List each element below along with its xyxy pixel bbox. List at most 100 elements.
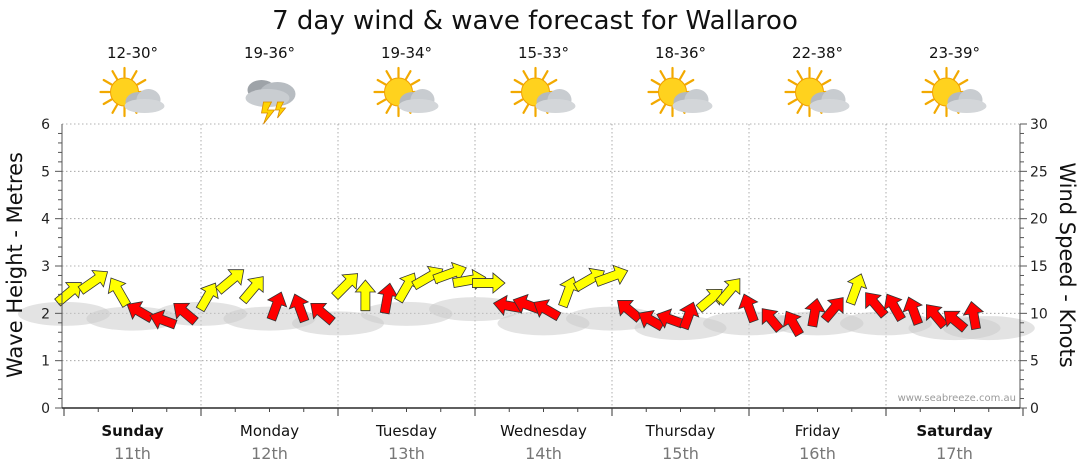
wind-arrow (215, 269, 245, 295)
wave-height-mark (942, 316, 1035, 341)
wind-arrow (782, 310, 804, 338)
day-label: Saturday (916, 422, 993, 440)
wind-arrow-shape (472, 272, 506, 294)
cloud-shape (946, 99, 987, 113)
cloud-shape (398, 99, 439, 113)
wind-arrow (288, 293, 310, 324)
sun-ray (376, 98, 387, 106)
weather-icon-row (99, 66, 987, 125)
wind-arrow-shape (902, 296, 924, 326)
wind-arrow (820, 297, 844, 324)
wind-arrow-shape (695, 289, 723, 313)
sun-ray (659, 103, 667, 114)
wind-arrow-shape (288, 293, 310, 324)
wind-arrow-shape (215, 269, 245, 295)
wind-arrow-shape (617, 299, 643, 323)
sun-ray (111, 103, 119, 114)
wind-arrow (533, 299, 562, 322)
wind-arrow (331, 273, 359, 301)
date-label: 17th (936, 444, 973, 463)
y-axis-right-label: Wind Speed - Knots (1055, 162, 1079, 367)
wind-arrow-shape (761, 308, 784, 333)
y-left-tick-label: 2 (41, 306, 50, 322)
sun-ray (102, 98, 113, 106)
sun-ray (522, 70, 530, 81)
cloud-shape (124, 99, 165, 113)
wind-arrow-shape (782, 310, 804, 338)
wind-arrow-shape (77, 269, 109, 295)
wind-arrow-shape (195, 282, 219, 313)
sun-ray (815, 70, 823, 81)
storm-cloud-icon (245, 80, 296, 125)
wind-arrow (943, 310, 969, 333)
sun-ray (102, 78, 113, 86)
wind-arrow (173, 302, 199, 326)
wind-arrow-shape (865, 292, 889, 319)
y-right-tick-label: 0 (1030, 401, 1039, 417)
cloud-shape (535, 99, 576, 113)
day-label: Sunday (101, 422, 164, 440)
chart-title: 7 day wind & wave forecast for Wallaroo (272, 6, 798, 36)
wind-arrow-shape (310, 302, 336, 326)
sun-ray (678, 70, 686, 81)
y-left-tick-label: 3 (41, 259, 50, 275)
sun-ray (130, 70, 138, 81)
wind-arrow (472, 272, 506, 294)
wind-arrow-shape (107, 277, 132, 308)
sun-ray (650, 98, 661, 106)
wind-arrow (738, 293, 759, 324)
sun-ray (821, 78, 832, 86)
wind-arrow (149, 309, 178, 330)
wind-arrow-series (54, 261, 985, 338)
y-left-tick-label: 0 (41, 401, 50, 417)
sun-ray (958, 78, 969, 86)
temperature-label: 15-33° (518, 44, 569, 62)
wind-arrow-shape (679, 301, 700, 331)
sun-cloud-icon (373, 66, 439, 118)
temperature-label: 19-36° (244, 44, 295, 62)
sun-ray (385, 70, 393, 81)
temperature-row: 12-30° 19-36° 19-34° 15-33° 18-36° 22-38° 23-3… (107, 44, 980, 62)
wind-arrow-shape (594, 264, 629, 287)
wind-arrow (310, 302, 336, 326)
wind-arrow-shape (943, 310, 969, 333)
sun-cloud-icon (784, 66, 850, 118)
sun-ray (111, 70, 119, 81)
sun-ray (924, 98, 935, 106)
temperature-label: 22-38° (792, 44, 843, 62)
day-label: Thursday (645, 422, 716, 440)
date-label: 11th (114, 444, 151, 463)
y-axis-left-label: Wave Height - Metres (3, 152, 27, 378)
sun-cloud-icon (921, 66, 987, 118)
axes (55, 123, 1027, 416)
wind-arrow (638, 310, 665, 332)
temperature-label: 12-30° (107, 44, 158, 62)
sun-ray (933, 70, 941, 81)
sun-ray (410, 78, 421, 86)
sun-ray (952, 70, 960, 81)
y-left-tick-label: 1 (41, 354, 50, 370)
wind-arrow-shape (149, 309, 178, 330)
temperature-label: 23-39° (929, 44, 980, 62)
wind-arrow (845, 273, 868, 306)
wind-arrow (865, 292, 889, 319)
wind-arrow (266, 291, 288, 322)
grid (62, 123, 1020, 408)
wind-arrow-shape (962, 300, 985, 331)
sun-cloud-icon (510, 66, 576, 118)
y-left-tick-label: 5 (41, 164, 50, 180)
date-label: 12th (251, 444, 288, 463)
wind-arrow (238, 276, 264, 305)
day-label: Monday (240, 422, 299, 440)
sun-ray (136, 78, 147, 86)
wind-arrow-shape (845, 273, 868, 306)
day-label: Wednesday (500, 422, 587, 440)
sun-ray (924, 78, 935, 86)
date-label: 13th (388, 444, 425, 463)
wind-arrow-shape (266, 291, 288, 322)
sun-ray (659, 70, 667, 81)
wind-arrow-shape (738, 293, 759, 324)
wind-arrow (902, 296, 924, 326)
sun-ray (522, 103, 530, 114)
